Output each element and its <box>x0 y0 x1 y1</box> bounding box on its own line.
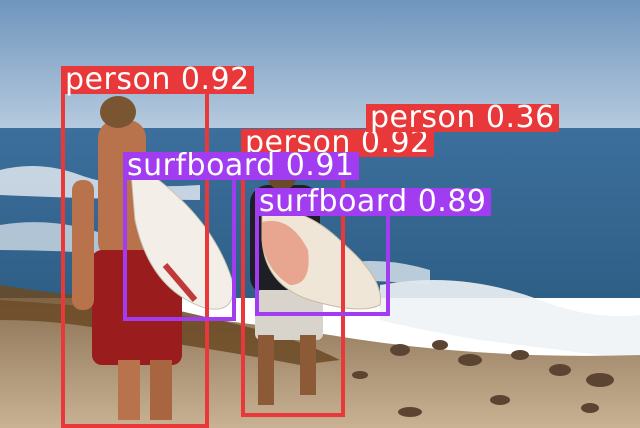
detection-label-surfboard: surfboard 0.89 <box>255 187 491 217</box>
detection-box-surfboard <box>123 176 236 321</box>
wave-foam <box>380 280 640 360</box>
person-left <box>72 96 182 420</box>
detection-label-person: person 0.92 <box>61 65 254 95</box>
rocks <box>352 340 614 417</box>
surfboard-right <box>261 210 382 310</box>
detection-box-surfboard <box>255 212 390 316</box>
detection-label-surfboard: surfboard 0.91 <box>123 151 359 181</box>
detection-label-person: person 0.36 <box>366 103 559 133</box>
